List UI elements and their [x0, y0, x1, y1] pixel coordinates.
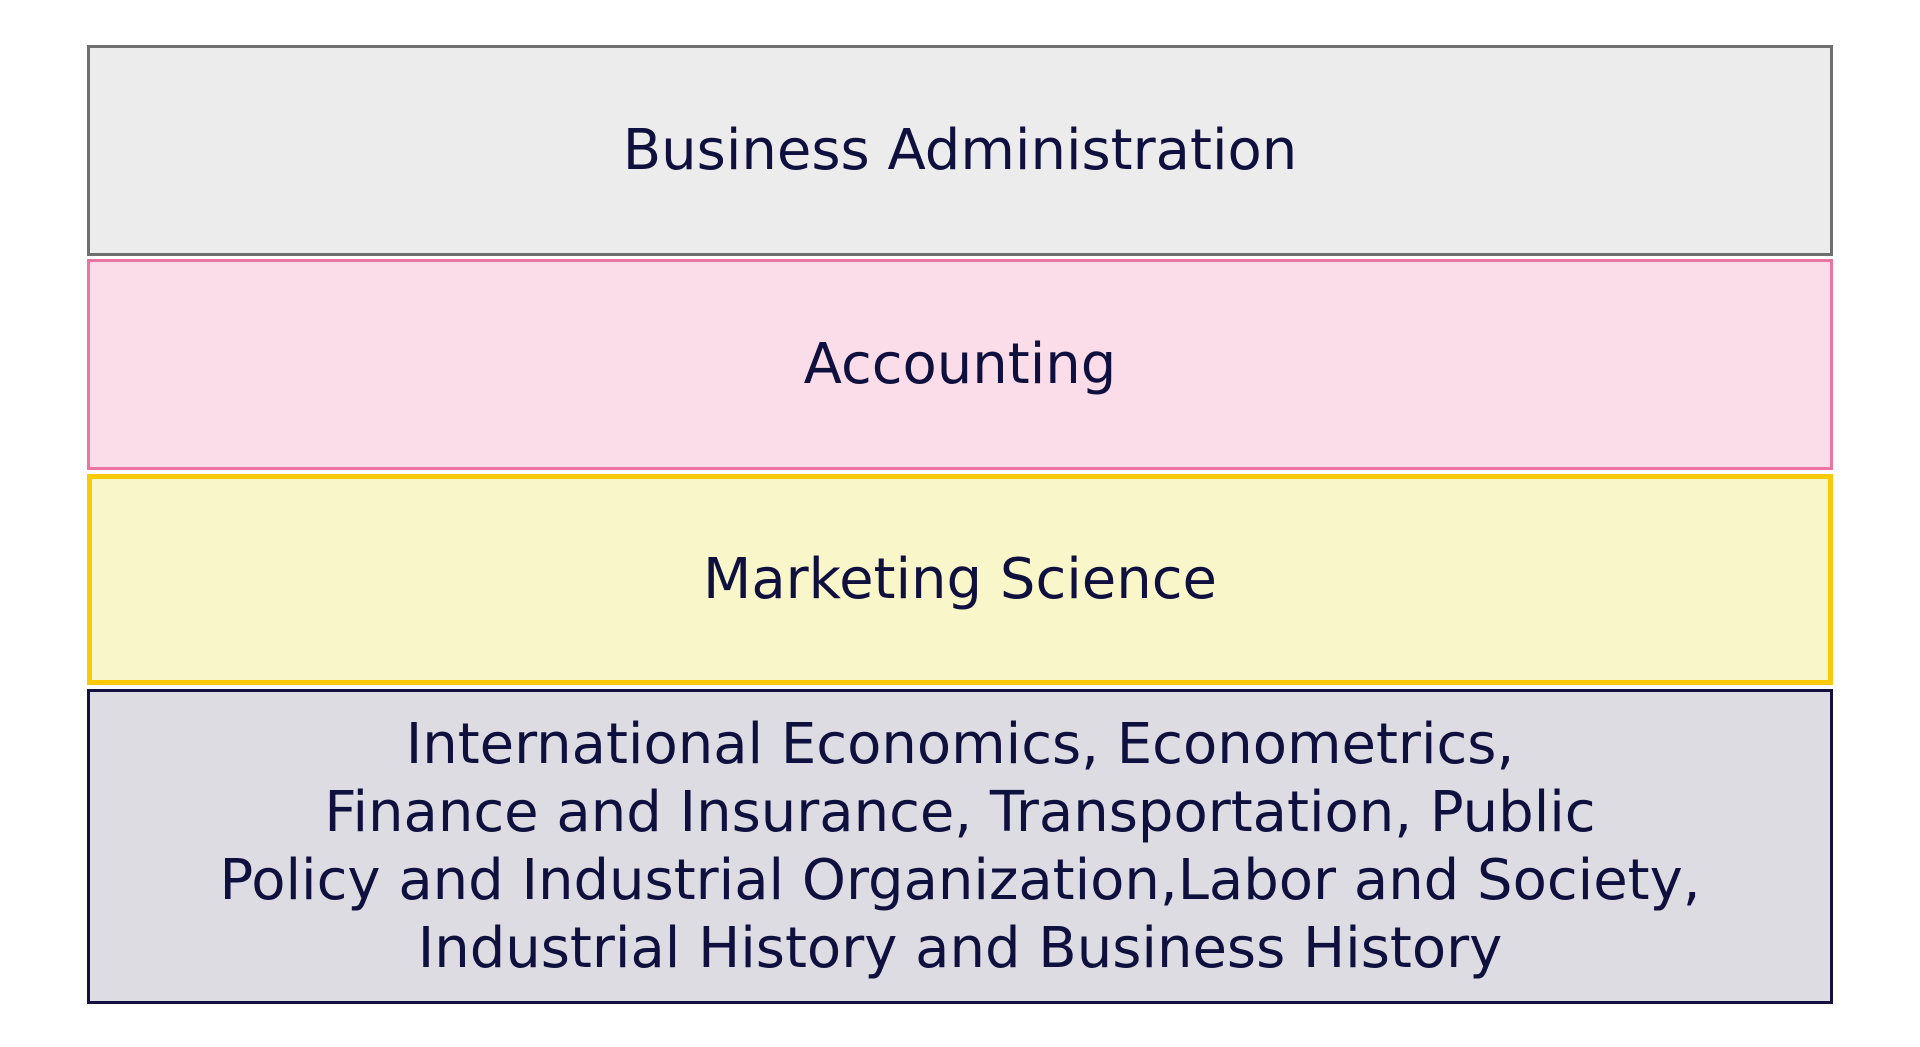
box-label-line: Finance and Insurance, Transportation, P… — [324, 779, 1596, 845]
box-marketing-science: Marketing Science — [87, 474, 1833, 685]
box-label: Accounting — [803, 331, 1117, 397]
box-accounting: Accounting — [87, 259, 1833, 470]
box-label-line: International Economics, Econometrics, — [405, 711, 1515, 777]
box-label-line: Policy and Industrial Organization,Labor… — [219, 847, 1701, 913]
box-label-line: Industrial History and Business History — [417, 915, 1503, 981]
box-economics-fields: International Economics, Econometrics, F… — [87, 689, 1833, 1004]
box-label: Business Administration — [622, 117, 1298, 183]
box-label: Marketing Science — [703, 546, 1217, 612]
box-business-administration: Business Administration — [87, 45, 1833, 256]
